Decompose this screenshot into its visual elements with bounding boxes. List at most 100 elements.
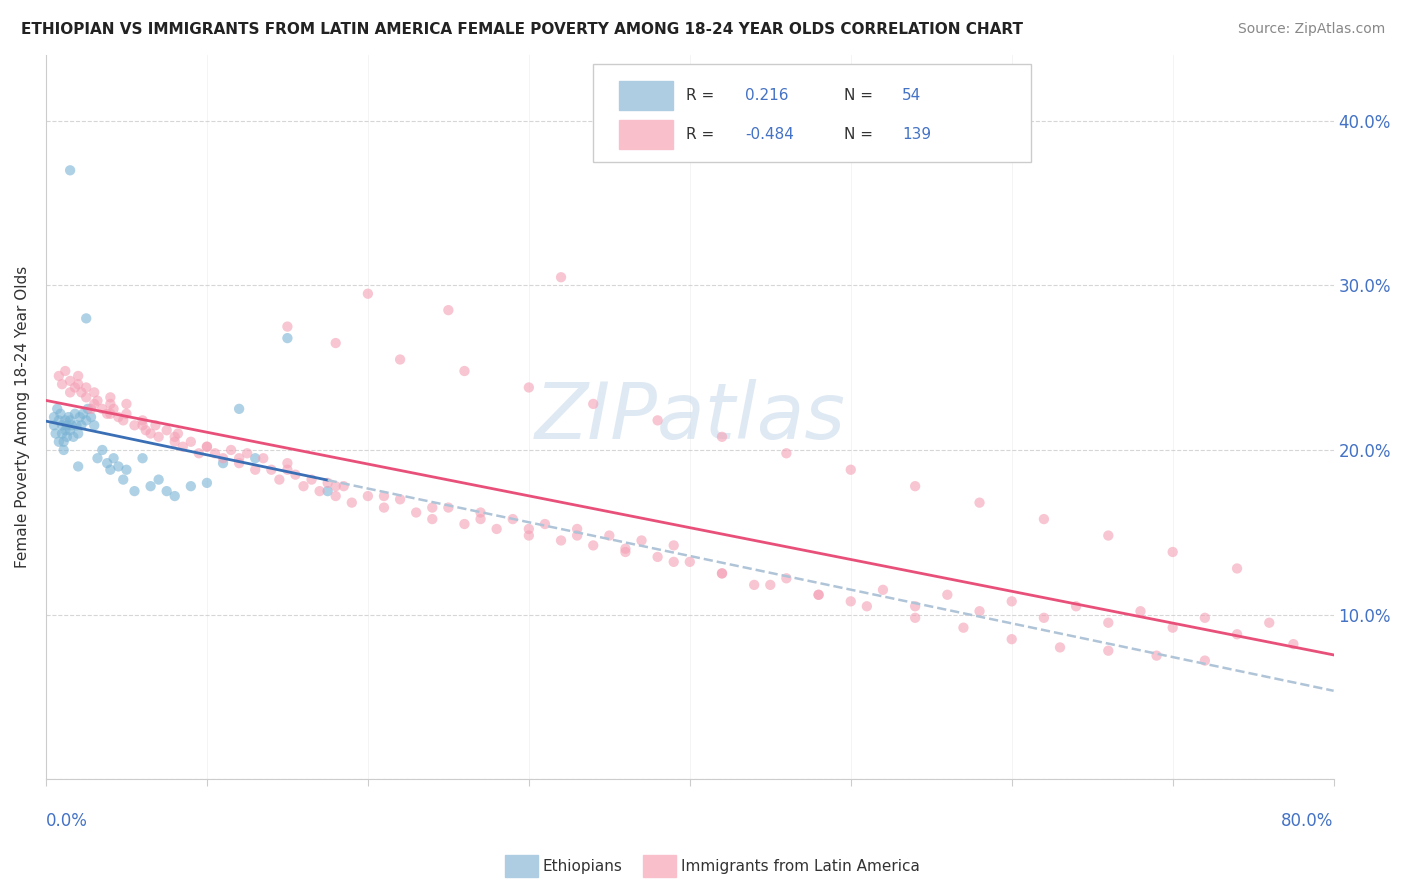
- Point: [598, 528, 620, 542]
- Point: [325, 479, 347, 493]
- Point: [49, 407, 72, 421]
- Point: [139, 426, 162, 441]
- Point: [276, 456, 298, 470]
- Y-axis label: Female Poverty Among 18-24 Year Olds: Female Poverty Among 18-24 Year Olds: [15, 266, 30, 568]
- Point: [163, 489, 186, 503]
- Point: [42, 410, 65, 425]
- Point: [180, 434, 202, 449]
- Point: [325, 336, 347, 351]
- Point: [46, 401, 69, 416]
- Point: [86, 451, 108, 466]
- FancyBboxPatch shape: [619, 120, 673, 149]
- Text: N =: N =: [845, 88, 873, 103]
- Point: [131, 418, 153, 433]
- Point: [316, 475, 339, 490]
- Point: [742, 578, 765, 592]
- Point: [103, 451, 125, 466]
- Point: [83, 418, 105, 433]
- Point: [48, 434, 70, 449]
- Point: [1001, 594, 1024, 608]
- Point: [75, 380, 97, 394]
- Point: [711, 430, 734, 444]
- Point: [647, 413, 669, 427]
- Point: [614, 541, 637, 556]
- Point: [759, 578, 782, 592]
- Point: [437, 303, 460, 318]
- Point: [65, 418, 87, 433]
- Point: [1032, 512, 1054, 526]
- Point: [75, 311, 97, 326]
- Point: [1226, 561, 1249, 575]
- Point: [1282, 637, 1305, 651]
- Point: [565, 522, 588, 536]
- Point: [276, 463, 298, 477]
- Point: [357, 489, 380, 503]
- Point: [131, 451, 153, 466]
- Point: [212, 456, 235, 470]
- Point: [59, 163, 82, 178]
- Point: [115, 397, 138, 411]
- Point: [180, 479, 202, 493]
- Point: [52, 434, 75, 449]
- Text: -0.484: -0.484: [745, 127, 794, 142]
- Point: [245, 463, 267, 477]
- Point: [48, 368, 70, 383]
- Point: [167, 426, 190, 441]
- Point: [75, 413, 97, 427]
- Point: [62, 430, 84, 444]
- Point: [228, 401, 250, 416]
- Point: [453, 516, 475, 531]
- Point: [115, 463, 138, 477]
- Point: [107, 459, 129, 474]
- Point: [51, 418, 73, 433]
- Text: 139: 139: [903, 127, 931, 142]
- Point: [420, 500, 443, 515]
- Point: [148, 473, 170, 487]
- Point: [485, 522, 508, 536]
- Point: [969, 604, 991, 618]
- Point: [59, 385, 82, 400]
- Point: [131, 413, 153, 427]
- Point: [83, 385, 105, 400]
- Point: [1226, 627, 1249, 641]
- Point: [148, 430, 170, 444]
- Point: [70, 385, 93, 400]
- Point: [63, 380, 86, 394]
- Point: [839, 463, 862, 477]
- Text: 80.0%: 80.0%: [1281, 812, 1334, 830]
- Point: [139, 479, 162, 493]
- Point: [80, 410, 103, 425]
- Point: [614, 545, 637, 559]
- Point: [195, 440, 218, 454]
- Point: [1146, 648, 1168, 663]
- Point: [236, 446, 259, 460]
- Point: [69, 410, 91, 425]
- Point: [420, 512, 443, 526]
- Point: [1097, 643, 1119, 657]
- Point: [534, 516, 557, 531]
- Point: [517, 522, 540, 536]
- Point: [252, 451, 274, 466]
- Point: [1049, 640, 1071, 655]
- Point: [56, 430, 79, 444]
- Point: [582, 538, 605, 552]
- Point: [711, 566, 734, 581]
- Point: [389, 352, 412, 367]
- Point: [112, 473, 135, 487]
- Point: [195, 475, 218, 490]
- Point: [52, 442, 75, 457]
- Point: [76, 401, 98, 416]
- Text: 0.0%: 0.0%: [46, 812, 87, 830]
- Point: [45, 426, 67, 441]
- Point: [91, 401, 114, 416]
- Point: [53, 413, 76, 427]
- Point: [115, 407, 138, 421]
- Text: 54: 54: [903, 88, 921, 103]
- Point: [56, 418, 79, 433]
- Point: [775, 571, 797, 585]
- Point: [86, 393, 108, 408]
- Point: [1001, 632, 1024, 647]
- Point: [389, 492, 412, 507]
- Point: [72, 407, 94, 421]
- Point: [630, 533, 652, 548]
